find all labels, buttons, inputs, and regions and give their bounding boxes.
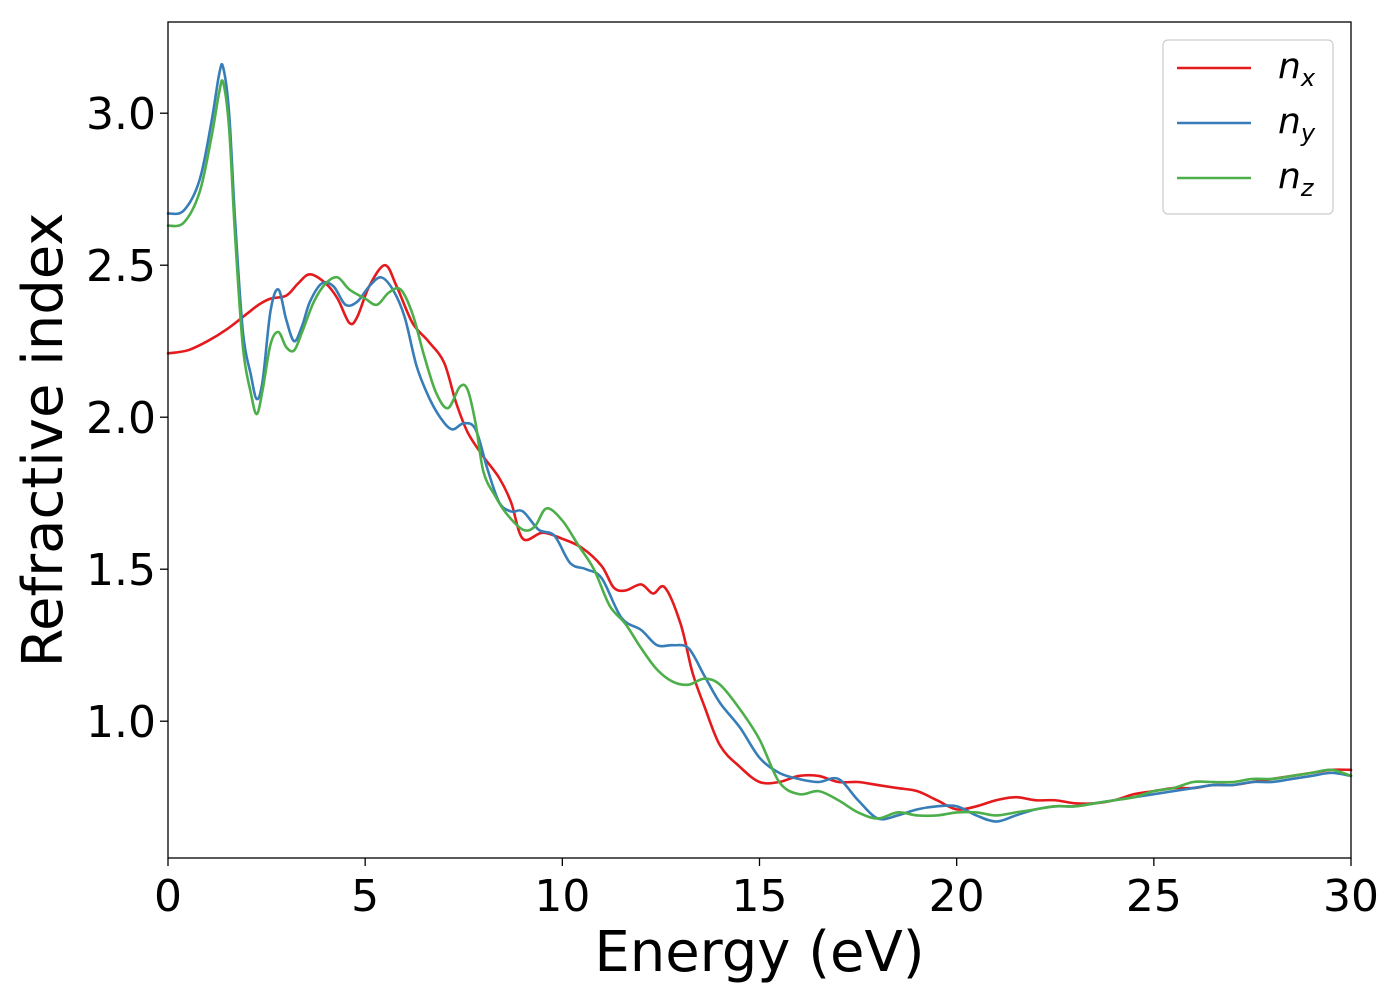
legend: nx ny nz [1162, 39, 1334, 215]
y-tick-label: 1.0 [86, 697, 156, 748]
x-axis-ticks: 0 5 10 15 20 25 30 [154, 858, 1379, 922]
y-tick-label: 1.5 [86, 545, 156, 596]
legend-label-nz: nz [1278, 156, 1315, 202]
series-line-nz [166, 79, 1353, 820]
y-tick-label: 2.5 [86, 241, 156, 292]
y-axis-ticks: 1.0 1.5 2.0 2.5 3.0 [86, 89, 168, 748]
x-tick-label: 0 [154, 871, 182, 922]
x-tick-label: 15 [732, 871, 788, 922]
x-tick-label: 30 [1323, 871, 1379, 922]
legend-label-nx: nx [1278, 46, 1316, 92]
legend-box [1162, 39, 1334, 215]
x-tick-label: 5 [351, 871, 379, 922]
legend-items: nx ny nz [1177, 46, 1316, 202]
legend-label-ny: ny [1278, 101, 1316, 147]
series-layer [166, 62, 1353, 823]
y-axis-label: Refractive index [11, 213, 76, 668]
x-tick-label: 10 [534, 871, 590, 922]
y-tick-label: 2.0 [86, 393, 156, 444]
x-tick-label: 20 [929, 871, 985, 922]
y-tick-label: 3.0 [86, 89, 156, 140]
x-axis-label: Energy (eV) [594, 920, 924, 985]
x-tick-label: 25 [1126, 871, 1182, 922]
